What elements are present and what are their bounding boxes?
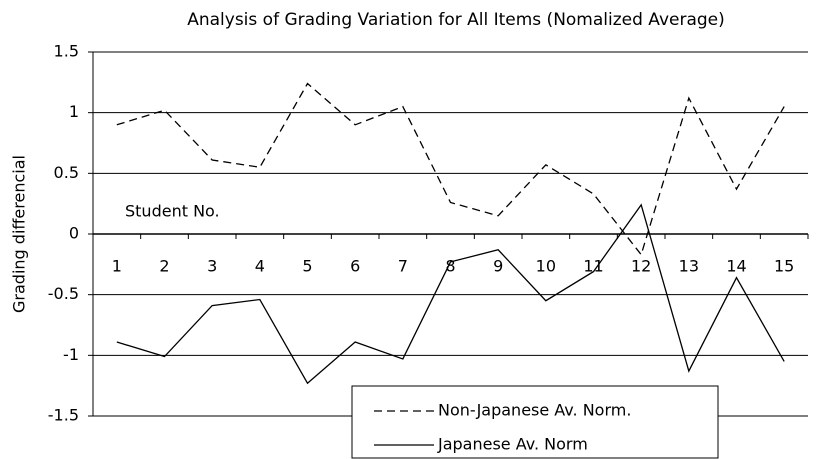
x-tick-label: 15: [774, 257, 794, 276]
data-line: [116, 82, 785, 257]
chart-title: Analysis of Grading Variation for All It…: [187, 10, 725, 30]
y-tick-label: -1: [63, 345, 79, 364]
legend-box: [351, 385, 719, 459]
y-tick-label: -0.5: [48, 284, 79, 303]
x-axis-label: Student No.: [125, 202, 220, 221]
legend-label: Non-Japanese Av. Norm.: [438, 401, 631, 420]
x-tick-label: 7: [398, 257, 408, 276]
y-tick-label: 0: [69, 224, 79, 243]
x-tick-label: 10: [536, 257, 556, 276]
y-tick-label: -1.5: [48, 406, 79, 425]
x-tick-label: 8: [445, 257, 455, 276]
x-tick-label: 6: [350, 257, 360, 276]
x-tick-label: 4: [255, 257, 265, 276]
x-tick-label: 2: [159, 257, 169, 276]
x-tick-label: 5: [302, 257, 312, 276]
y-tick-label: 1.5: [54, 42, 79, 61]
x-tick-label: 12: [631, 257, 651, 276]
legend-label: Japanese Av. Norm: [437, 435, 588, 454]
x-tick-label: 9: [493, 257, 503, 276]
x-tick-label: 13: [679, 257, 699, 276]
y-axis-label: Grading differencial: [10, 155, 29, 313]
x-tick-label: 14: [726, 257, 746, 276]
data-line: [116, 203, 785, 385]
x-tick-label: 11: [583, 257, 603, 276]
y-tick-label: 0.5: [54, 163, 79, 182]
x-tick-label: 1: [112, 257, 122, 276]
y-tick-label: 1: [69, 102, 79, 121]
x-tick-label: 3: [207, 257, 217, 276]
